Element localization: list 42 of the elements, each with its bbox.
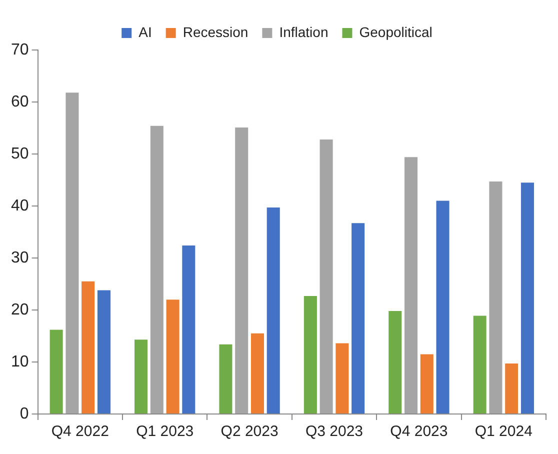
bar [404, 157, 418, 414]
bar [336, 343, 349, 414]
bar [388, 311, 402, 414]
y-tick-label: 40 [11, 197, 29, 214]
bar [266, 208, 280, 414]
bar [436, 200, 450, 414]
legend-label: Geopolitical [359, 24, 432, 40]
bar [134, 340, 148, 414]
bar [505, 364, 518, 414]
bar [420, 354, 434, 414]
x-tick-label: Q1 2024 [474, 423, 532, 440]
x-tick-label: Q1 2023 [136, 423, 194, 440]
bar [489, 182, 502, 414]
y-tick-label: 10 [11, 353, 29, 370]
bar [320, 139, 333, 414]
bar [150, 126, 164, 414]
bar [166, 300, 180, 414]
y-tick-label: 30 [11, 249, 29, 266]
x-tick-label: Q4 2022 [51, 423, 109, 440]
bar [219, 344, 232, 414]
bar [304, 296, 317, 414]
x-tick-label: Q4 2023 [390, 423, 448, 440]
bar [520, 182, 534, 414]
bar [97, 290, 110, 414]
y-tick-label: 0 [20, 405, 29, 422]
bar [50, 330, 63, 414]
legend-label: Recession [182, 24, 248, 40]
y-tick-label: 60 [11, 93, 29, 110]
legend-label: AI [138, 24, 152, 40]
bar [235, 127, 248, 414]
bar [250, 333, 264, 414]
bar [66, 92, 79, 414]
x-tick-label: Q3 2023 [305, 423, 364, 440]
legend-label: Inflation [279, 24, 328, 40]
y-tick-label: 20 [11, 301, 29, 318]
bar [82, 281, 95, 414]
bar [473, 316, 486, 414]
x-tick-label: Q2 2023 [220, 423, 278, 440]
bar [182, 246, 196, 414]
y-tick-label: 50 [11, 145, 29, 162]
y-tick-label: 70 [11, 41, 29, 58]
bar [352, 223, 365, 414]
